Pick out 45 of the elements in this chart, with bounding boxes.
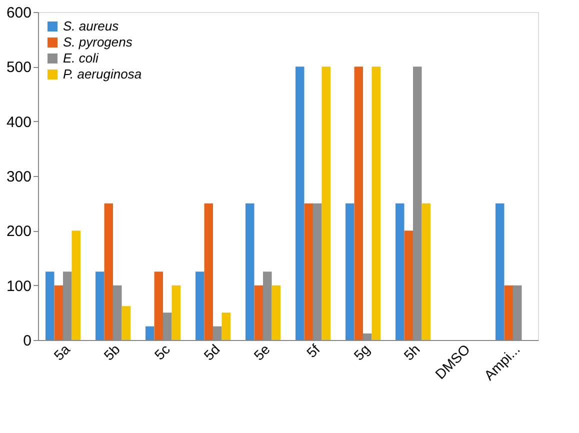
legend-label: E. coli [63,50,100,66]
x-tick-label: 5d [200,341,223,364]
y-tick-label: 300 [6,168,32,186]
bar [204,203,213,340]
bar [246,203,254,340]
bar [146,326,154,340]
legend-label: S. aureus [63,18,120,34]
y-tick-label: 200 [6,223,32,240]
x-tick-label: 5a [50,340,74,364]
bar [54,285,63,340]
bar [122,306,130,340]
bar [272,285,280,340]
x-tick-label: 5h [400,341,423,364]
bar [422,203,430,340]
bar [154,272,163,340]
bar [104,203,113,340]
y-tick-label: 600 [6,4,32,22]
bar [46,272,54,340]
bar [96,272,104,340]
legend-label: S. pyrogens [63,34,133,50]
bar [504,285,513,340]
bar [196,272,204,340]
bar [354,66,363,340]
bar [396,203,404,340]
bar [372,66,380,340]
x-tick-label: 5b [100,340,124,364]
x-tick-label: 5f [303,341,323,361]
x-tick-label: 5e [250,340,274,364]
bar [296,66,304,340]
bar [322,66,330,340]
bar [404,230,413,340]
x-tick-label: 5c [151,341,173,363]
bar [346,203,354,340]
bar [304,203,313,340]
y-tick-label: 0 [23,332,32,350]
bar [222,312,230,340]
legend-label: P. aeruginosa [63,66,142,82]
bar [254,285,263,340]
x-tick-label: 5g [350,341,373,364]
y-tick-label: 100 [6,278,32,295]
bar [496,203,504,340]
y-tick-label: 500 [6,59,32,76]
y-tick-label: 400 [6,114,32,131]
bar [172,285,180,340]
bar [72,230,80,340]
